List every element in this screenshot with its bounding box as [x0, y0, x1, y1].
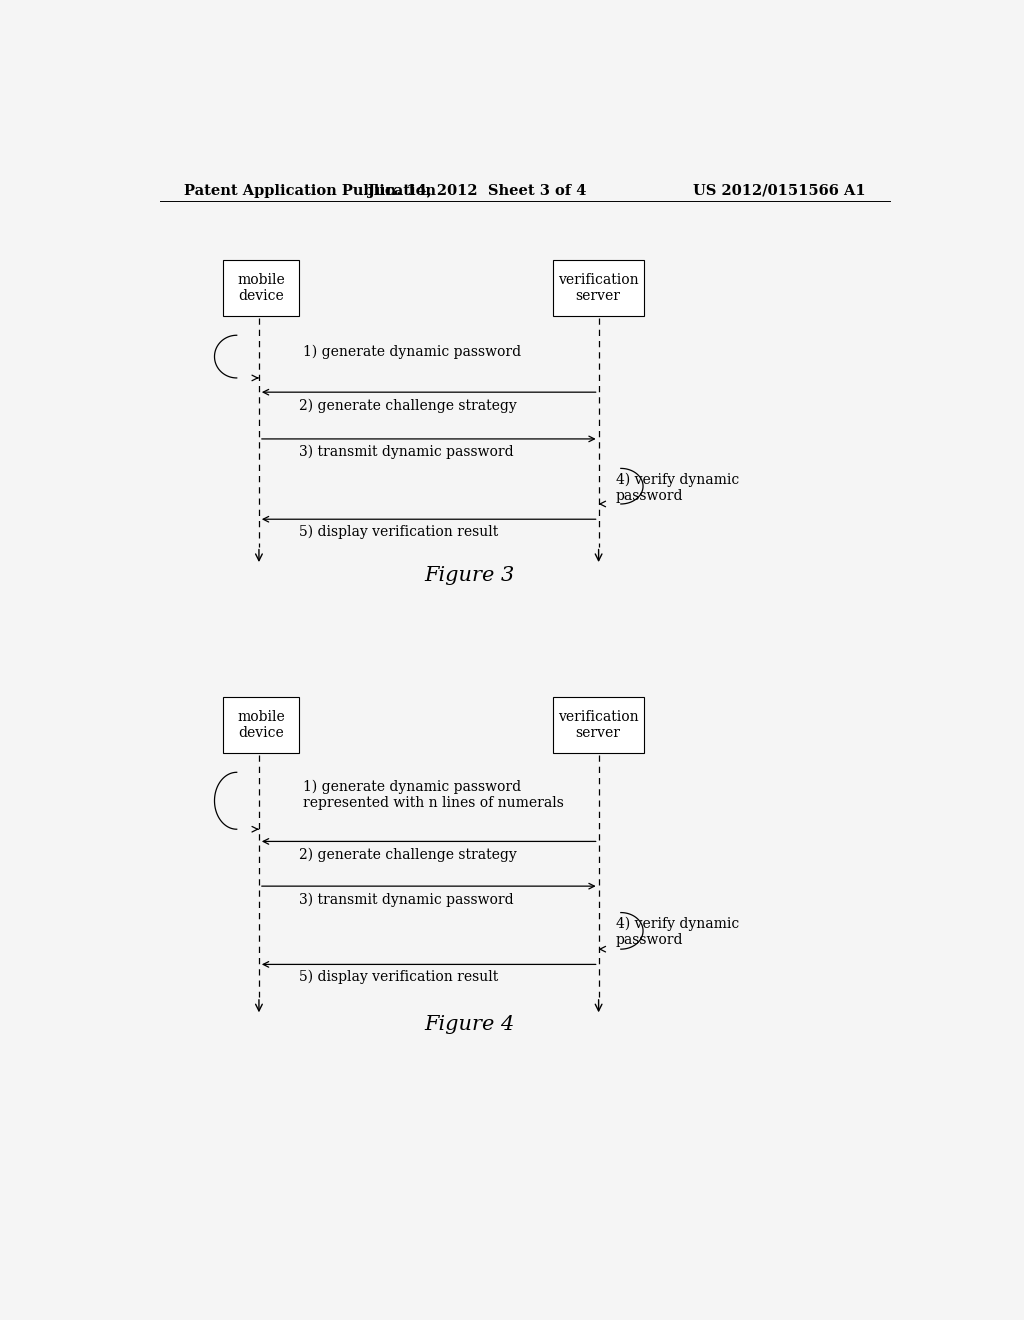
Text: verification
server: verification server: [558, 710, 639, 741]
Text: 4) verify dynamic
password: 4) verify dynamic password: [616, 473, 739, 503]
Text: 3) transmit dynamic password: 3) transmit dynamic password: [299, 892, 513, 907]
Text: 1) generate dynamic password: 1) generate dynamic password: [303, 345, 521, 359]
Text: 3) transmit dynamic password: 3) transmit dynamic password: [299, 445, 513, 459]
Bar: [223, 697, 299, 752]
Text: 5) display verification result: 5) display verification result: [299, 524, 498, 539]
Text: Patent Application Publication: Patent Application Publication: [183, 183, 435, 198]
Bar: [553, 697, 644, 752]
Bar: [553, 260, 644, 315]
Text: Jun. 14, 2012  Sheet 3 of 4: Jun. 14, 2012 Sheet 3 of 4: [368, 183, 587, 198]
Text: Figure 3: Figure 3: [424, 566, 514, 585]
Text: 1) generate dynamic password
represented with n lines of numerals: 1) generate dynamic password represented…: [303, 779, 563, 810]
Text: mobile
device: mobile device: [237, 710, 285, 741]
Text: verification
server: verification server: [558, 273, 639, 304]
Text: 4) verify dynamic
password: 4) verify dynamic password: [616, 916, 739, 948]
Text: US 2012/0151566 A1: US 2012/0151566 A1: [693, 183, 866, 198]
Text: 2) generate challenge strategy: 2) generate challenge strategy: [299, 847, 516, 862]
Text: 2) generate challenge strategy: 2) generate challenge strategy: [299, 399, 516, 413]
Text: 5) display verification result: 5) display verification result: [299, 969, 498, 983]
Text: mobile
device: mobile device: [237, 273, 285, 304]
Bar: [223, 260, 299, 315]
Text: Figure 4: Figure 4: [424, 1015, 514, 1034]
